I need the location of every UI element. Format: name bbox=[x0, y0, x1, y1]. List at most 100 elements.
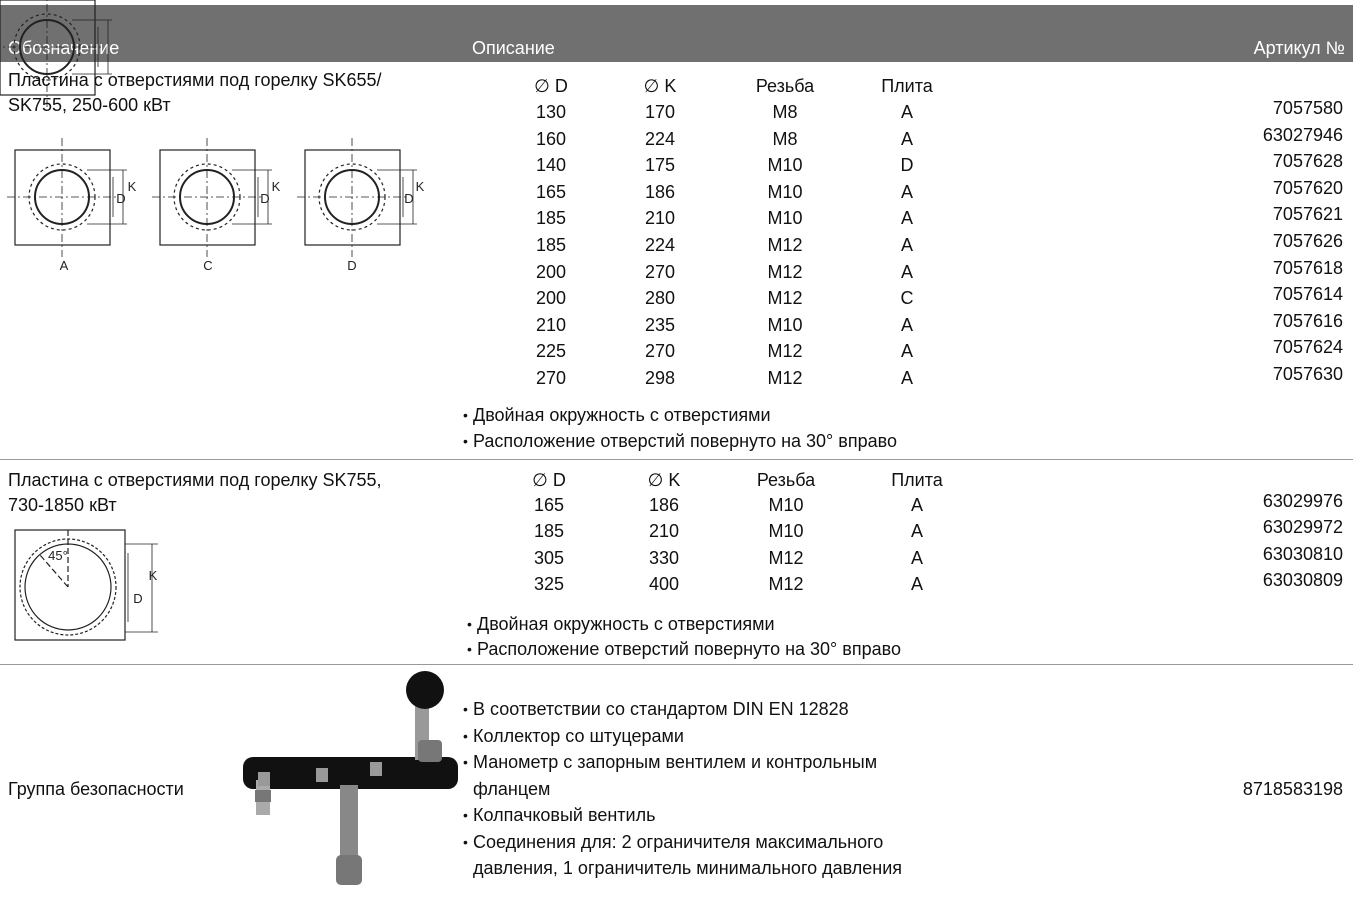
column-header: ∅ D bbox=[534, 76, 568, 96]
plate-drawing bbox=[0, 0, 112, 107]
cell: M8 bbox=[772, 102, 798, 122]
dimension-label: D bbox=[133, 591, 142, 606]
cell: M8 bbox=[772, 128, 798, 149]
column-header: ∅ K bbox=[643, 76, 677, 96]
safety-group-image bbox=[243, 671, 458, 885]
cell: 130 bbox=[535, 102, 567, 122]
note: фланцем bbox=[473, 778, 551, 799]
cell: 200 bbox=[535, 261, 567, 282]
header-article: Артикул № bbox=[1253, 38, 1345, 58]
cell: 225 bbox=[535, 341, 567, 362]
dimension-label: K bbox=[272, 179, 281, 194]
designation: Пластина с отверстиями под горелку SK655… bbox=[8, 70, 382, 90]
column-header: ∅ K bbox=[647, 470, 681, 490]
cell: 325 bbox=[533, 573, 565, 594]
dimension-label: K bbox=[128, 179, 137, 194]
column-header: Резьба bbox=[755, 76, 815, 96]
cell: 224 bbox=[644, 128, 676, 149]
cell: A bbox=[900, 102, 913, 122]
cell: 185 bbox=[535, 235, 567, 255]
cell: 165 bbox=[533, 495, 565, 515]
figure-caption: A bbox=[60, 258, 69, 273]
article-number: 7057624 bbox=[1272, 337, 1343, 358]
cell: M10 bbox=[767, 181, 803, 202]
cell: 186 bbox=[648, 495, 680, 515]
article-number: 63029976 bbox=[1262, 491, 1343, 511]
divider bbox=[0, 459, 1353, 460]
designation: Группа безопасности bbox=[8, 779, 184, 799]
article-number: 7057628 bbox=[1272, 151, 1343, 172]
article-number: 8718583198 bbox=[1242, 779, 1343, 799]
cell: A bbox=[900, 181, 913, 202]
article-number: 7057620 bbox=[1272, 177, 1343, 198]
note: Двойная окружность с отверстиями bbox=[473, 405, 771, 425]
dimension-label: K bbox=[149, 568, 158, 583]
note: Двойная окружность с отверстиями bbox=[477, 614, 775, 634]
cell: 224 bbox=[644, 235, 676, 255]
cell: C bbox=[900, 288, 914, 309]
cell: 280 bbox=[644, 288, 676, 309]
bullet: • bbox=[463, 407, 468, 423]
cell: 210 bbox=[648, 521, 680, 542]
article-number: 63030810 bbox=[1262, 543, 1343, 564]
cell: M12 bbox=[768, 547, 804, 568]
bullet: • bbox=[467, 616, 472, 632]
dimension-label: D bbox=[260, 191, 269, 206]
cell: A bbox=[900, 261, 913, 282]
cell: M12 bbox=[767, 288, 803, 309]
cell: A bbox=[910, 547, 923, 568]
bullet: • bbox=[463, 701, 468, 717]
cell: M12 bbox=[767, 368, 803, 388]
cell: 210 bbox=[535, 314, 567, 335]
note: В соответствии со стандартом DIN EN 1282… bbox=[473, 699, 849, 719]
cell: M12 bbox=[767, 341, 803, 362]
figure-caption: C bbox=[203, 258, 212, 273]
cell: M10 bbox=[767, 155, 803, 176]
note: Расположение отверстий повернуто на 30° … bbox=[477, 638, 901, 659]
dimension-label: D bbox=[116, 191, 125, 206]
note: Расположение отверстий повернуто на 30° … bbox=[473, 431, 897, 451]
article-number: 7057614 bbox=[1272, 284, 1343, 305]
cell: 175 bbox=[644, 155, 676, 176]
cell: 160 bbox=[535, 128, 567, 149]
cell: 400 bbox=[648, 573, 680, 594]
header-designation: Обозначение bbox=[8, 38, 120, 58]
designation: Пластина с отверстиями под горелку SK755… bbox=[8, 470, 382, 490]
article-number: 63029972 bbox=[1262, 517, 1343, 538]
cell: A bbox=[900, 341, 913, 362]
cell: 185 bbox=[533, 521, 565, 542]
cell: 140 bbox=[535, 155, 567, 176]
cell: D bbox=[900, 155, 914, 176]
note: Колпачковый вентиль bbox=[473, 805, 656, 825]
divider bbox=[0, 664, 1353, 665]
cell: A bbox=[900, 314, 913, 335]
note: Коллектор со штуцерами bbox=[473, 725, 684, 746]
cell: 330 bbox=[648, 547, 680, 568]
cell: A bbox=[910, 521, 923, 542]
bullet: • bbox=[463, 833, 468, 850]
cell: 270 bbox=[644, 341, 676, 362]
article-number: 63027946 bbox=[1262, 124, 1343, 145]
cell: 298 bbox=[644, 368, 676, 388]
cell: 185 bbox=[535, 208, 567, 229]
cell: M12 bbox=[767, 235, 803, 255]
article-number: 7057618 bbox=[1272, 257, 1343, 278]
bullet: • bbox=[463, 727, 468, 744]
header-bar: Обозначение Описание Артикул № bbox=[0, 5, 1353, 62]
angle-label: 45° bbox=[48, 548, 68, 563]
cell: 186 bbox=[644, 181, 676, 202]
cell: M10 bbox=[768, 495, 804, 515]
dimension-label: K bbox=[416, 179, 425, 194]
designation: 730-1850 кВт bbox=[8, 495, 117, 515]
note: давления, 1 ограничитель минимального да… bbox=[473, 858, 903, 878]
article-number: 63030809 bbox=[1262, 569, 1343, 590]
cell: A bbox=[910, 573, 923, 594]
article-number: 7057616 bbox=[1272, 310, 1343, 331]
cell: A bbox=[900, 235, 913, 255]
column-header: Плита bbox=[891, 470, 943, 490]
cell: 165 bbox=[535, 181, 567, 202]
cell: A bbox=[910, 495, 923, 515]
article-number: 7057630 bbox=[1272, 364, 1343, 384]
cell: 170 bbox=[644, 102, 676, 122]
